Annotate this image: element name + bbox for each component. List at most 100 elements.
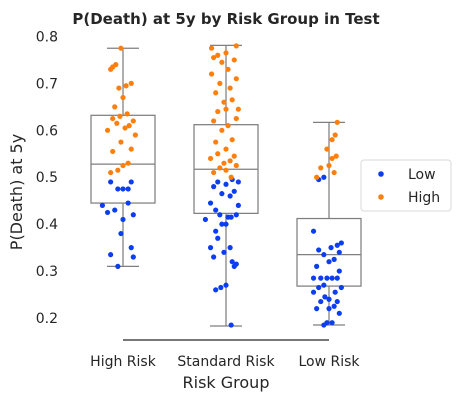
point-high [318,165,324,171]
point-low [324,320,330,326]
point-high [114,120,120,126]
point-high [329,137,335,143]
point-low [334,242,340,248]
point-high [118,139,124,145]
box-iqr [296,217,362,287]
point-low [202,216,208,223]
point-low [125,200,131,206]
point-high [130,118,136,124]
point-low [229,259,235,265]
x-tick-label: Low Risk [298,354,360,370]
point-low [322,294,328,300]
y-tick-label: 0.6 [36,123,58,139]
legend-marker-low [378,171,384,177]
point-low [223,221,229,227]
point-low [318,275,324,281]
point-high [211,54,217,61]
point-low [316,284,322,291]
point-low [125,186,131,192]
point-low [118,230,124,237]
point-low [328,245,334,251]
point-high [110,148,116,155]
point-high [219,127,225,133]
point-low [215,235,221,241]
point-low [336,249,342,255]
y-axis-ticks: 0.2 0.3 0.4 0.5 0.6 0.7 0.8 [36,29,58,327]
point-low [213,228,219,234]
point-low [314,263,320,269]
point-high [104,127,111,133]
point-low [235,179,241,185]
point-low [213,207,219,213]
point-low [115,186,121,192]
y-tick-label: 0.5 [36,170,58,186]
point-high [223,146,229,152]
y-tick-label: 0.2 [36,311,58,327]
point-low [207,245,214,251]
box-plots [90,44,362,327]
point-low [130,254,136,260]
point-high [331,169,337,176]
point-low [219,191,225,197]
point-low [231,188,237,194]
point-low [235,202,241,208]
point-low [233,212,239,218]
point-high [213,139,219,145]
y-tick-label: 0.7 [36,76,58,92]
point-low [215,179,221,185]
point-low [310,289,317,295]
point-low [338,284,344,291]
x-tick-label: High Risk [90,354,157,370]
point-low [217,212,223,218]
point-high [227,158,233,164]
point-high [225,123,231,129]
point-low [223,282,229,288]
point-high [113,62,119,68]
point-high [207,155,214,162]
point-low [219,221,225,227]
point-high [231,57,237,63]
point-high [334,119,340,125]
point-low [227,245,233,251]
point-high [333,153,339,159]
point-high [213,90,219,96]
point-low [331,256,337,262]
point-high [117,113,123,119]
point-high [215,151,221,157]
point-high [208,71,215,77]
point-low [314,306,320,312]
point-high [233,162,239,169]
point-low [120,186,126,192]
point-high [225,66,231,72]
point-low [112,207,118,213]
point-low [321,252,327,258]
point-high [122,125,128,131]
point-high [118,45,124,51]
point-high [208,45,215,51]
point-low [228,214,234,220]
point-low [329,275,335,281]
point-high [223,167,229,173]
point-high [215,52,221,58]
point-high [233,43,239,49]
legend-label-low: Low [408,167,436,183]
legend: Low High [360,159,452,212]
point-high [211,169,217,176]
point-low [120,216,126,223]
point-high [233,76,239,82]
point-high [112,104,118,110]
y-tick-label: 0.3 [36,264,58,280]
point-low [318,298,324,305]
point-high [120,94,126,101]
legend-label-high: High [408,190,440,206]
chart-title: P(Death) at 5y by Risk Group in Test [72,10,379,28]
point-high [233,115,239,122]
point-low [223,181,229,187]
strip-points [99,43,344,328]
point-low [227,193,233,199]
y-tick-label: 0.4 [36,217,58,233]
point-high [211,118,217,124]
x-axis-label: Risk Group [183,373,270,392]
point-high [128,146,134,152]
legend-marker-high [378,194,384,200]
